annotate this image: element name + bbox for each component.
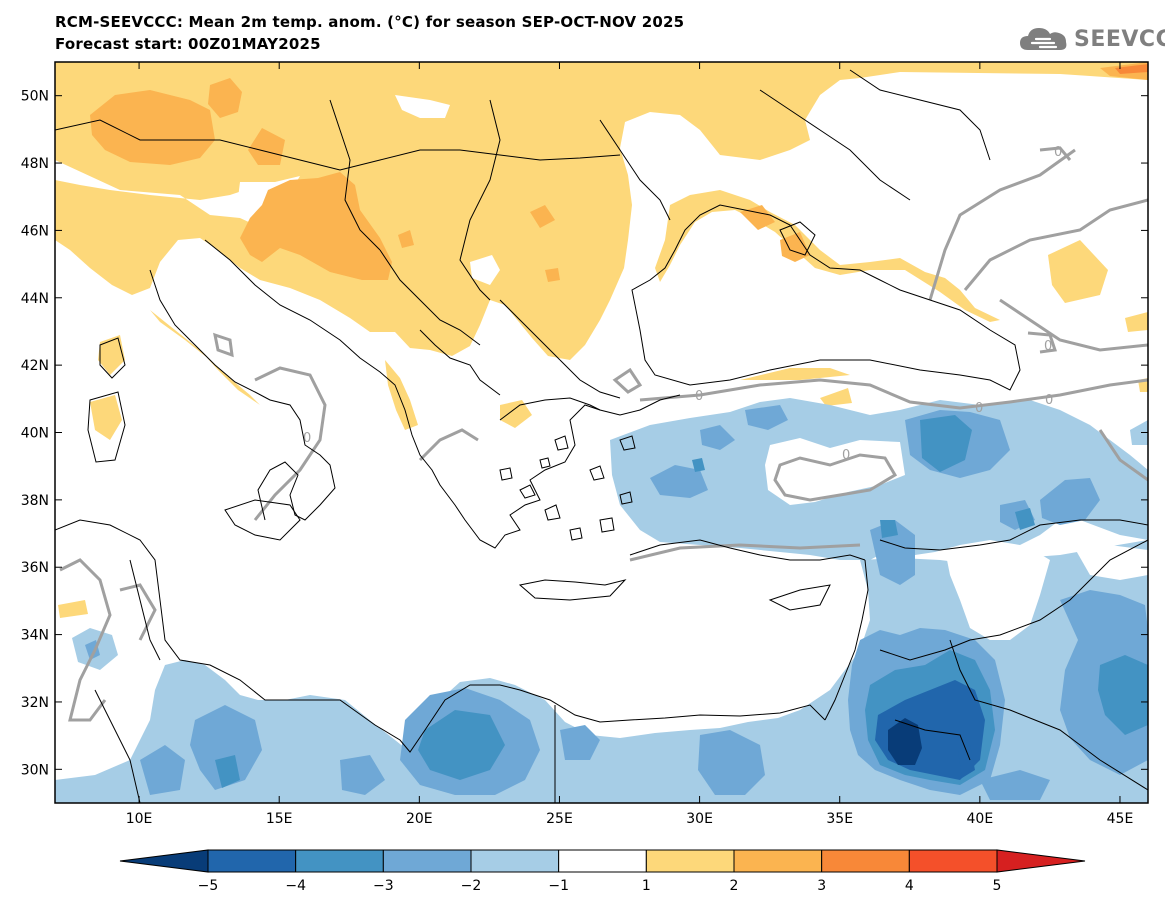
lat-tick-label: 44N (21, 291, 49, 307)
colorbar-label: −1 (548, 878, 569, 894)
lon-tick-label: 25E (546, 811, 573, 827)
lat-tick-label: 42N (21, 358, 49, 374)
colorbar-min-extension (119, 849, 209, 873)
svg-text:0: 0 (975, 401, 983, 416)
positive-anomaly-region (55, 62, 1148, 360)
colorbar: −5 −4 −3 −2 −1 1 2 3 4 5 (119, 849, 1086, 894)
colorbar-swatch (645, 849, 735, 873)
lat-tick-label: 40N (21, 426, 49, 442)
seevccc-logo: SEEVCCC (1018, 22, 1165, 56)
map-title: RCM-SEEVCCC: Mean 2m temp. anom. (°C) fo… (55, 13, 685, 31)
anomaly-shading (55, 62, 1148, 803)
colorbar-label: −5 (198, 878, 219, 894)
colorbar-label: −4 (285, 878, 306, 894)
lon-tick-label: 10E (126, 811, 153, 827)
cloud-icon (1020, 28, 1067, 50)
svg-text:0: 0 (1054, 145, 1062, 160)
latitude-axis: 50N 48N 46N 44N 42N 40N 38N 36N 34N 32N 30N (21, 89, 1148, 778)
lon-tick-label: 35E (826, 811, 853, 827)
colorbar-swatch (382, 849, 472, 873)
lon-tick-label: 30E (686, 811, 713, 827)
colorbar-swatch (558, 849, 647, 873)
zero-contours (59, 146, 1148, 722)
svg-text:0: 0 (1045, 393, 1053, 408)
lon-tick-label: 40E (967, 811, 994, 827)
lat-tick-label: 50N (21, 89, 49, 105)
svg-text:0: 0 (303, 431, 311, 446)
colorbar-swatch (295, 849, 384, 873)
lat-tick-label: 36N (21, 560, 49, 576)
lat-tick-label: 32N (21, 695, 49, 711)
lat-tick-label: 38N (21, 493, 49, 509)
colorbar-label: 3 (817, 878, 826, 894)
colorbar-swatch (207, 849, 297, 873)
lon-tick-label: 20E (406, 811, 433, 827)
svg-text:0: 0 (1044, 339, 1052, 354)
colorbar-label: −2 (461, 878, 482, 894)
svg-text:0: 0 (695, 389, 703, 404)
colorbar-swatch (733, 849, 823, 873)
lat-tick-label: 30N (21, 762, 49, 778)
contour-labels: 0 0 0 0 0 0 0 (303, 145, 1062, 463)
colorbar-swatch (821, 849, 910, 873)
colorbar-label: −3 (373, 878, 394, 894)
colorbar-swatch (908, 849, 998, 873)
lon-tick-label: 45E (1107, 811, 1134, 827)
logo-text: SEEVCCC (1074, 26, 1165, 52)
colorbar-swatch (470, 849, 560, 873)
forecast-start-label: Forecast start: 00Z01MAY2025 (55, 35, 321, 53)
colorbar-label: 5 (993, 878, 1002, 894)
colorbar-label: 2 (730, 878, 739, 894)
lat-tick-label: 34N (21, 628, 49, 644)
aegean-islands (499, 435, 636, 541)
coastlines (55, 69, 1148, 803)
colorbar-max-extension (996, 849, 1086, 873)
lat-tick-label: 46N (21, 223, 49, 239)
longitude-axis: 10E 15E 20E 25E 30E 35E 40E 45E (126, 62, 1134, 827)
lat-tick-label: 48N (21, 156, 49, 172)
svg-text:0: 0 (842, 448, 850, 463)
lon-tick-label: 15E (266, 811, 293, 827)
colorbar-label: 1 (642, 878, 651, 894)
colorbar-label: 4 (905, 878, 914, 894)
